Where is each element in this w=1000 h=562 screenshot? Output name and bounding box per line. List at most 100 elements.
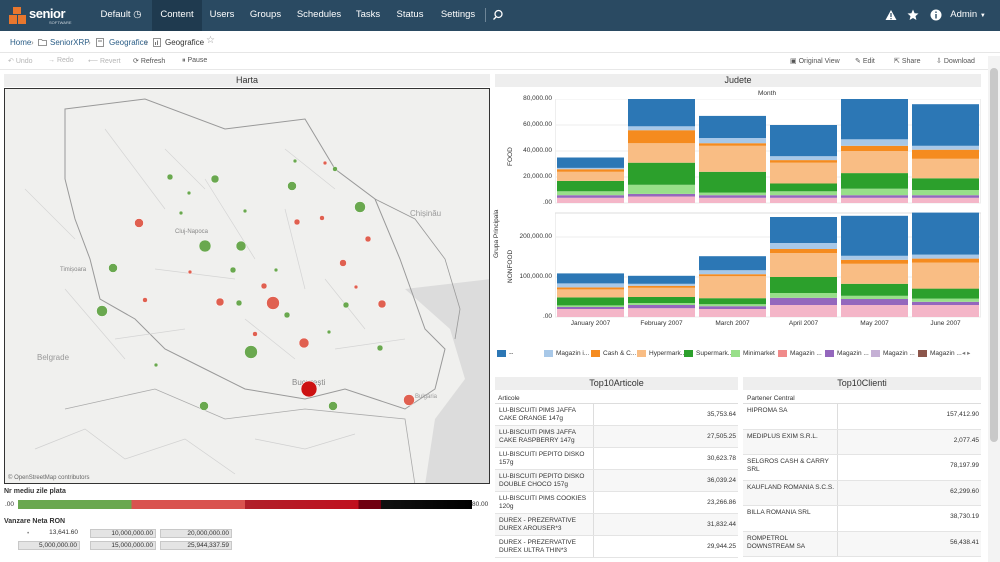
bar-segment[interactable] [770,293,837,298]
bar-segment[interactable] [628,308,695,317]
original-view-button[interactable]: ▣ Original View [790,58,840,65]
bar-segment[interactable] [628,283,695,286]
download-button[interactable]: ⇩ Download [936,58,975,65]
bar-segment[interactable] [628,162,695,185]
nav-default[interactable]: Default ◷ [90,0,152,31]
bar-segment[interactable] [841,197,908,203]
bar-segment[interactable] [557,197,624,203]
bar-segment[interactable] [770,305,837,317]
bar-segment[interactable] [628,184,695,194]
bar-segment[interactable] [770,243,837,249]
bar-segment[interactable] [699,298,766,305]
table-row[interactable]: LU-BISCUITI PIMS JAFFA CAKE RASPBERRY 14… [495,426,738,448]
bar-segment[interactable] [699,197,766,203]
bar-segment[interactable] [557,169,624,172]
bar-segment[interactable] [557,195,624,198]
color-legend-bar[interactable] [18,500,472,509]
bar-segment[interactable] [699,195,766,198]
bar-segment[interactable] [770,160,837,163]
bar-segment[interactable] [557,305,624,307]
bar-segment[interactable] [628,143,695,163]
bar-segment[interactable] [841,188,908,196]
table-row[interactable]: LU-BISCUITI PEPITO DISKO DOUBLE CHOCO 15… [495,470,738,492]
table-row[interactable]: MEDIPLUS EXIM S.R.L. 2,077.45 [743,429,981,455]
stacked-bar-chart[interactable] [555,99,981,321]
refresh-button[interactable]: ⟳ Refresh [133,58,166,65]
bar-segment[interactable] [770,249,837,253]
bar-segment[interactable] [770,217,837,243]
bar-segment[interactable] [912,212,979,255]
bar-segment[interactable] [912,145,979,150]
bar-segment[interactable] [557,167,624,170]
legend-label[interactable]: Magazin ... [930,350,962,357]
bar-segment[interactable] [699,306,766,309]
bar-segment[interactable] [628,126,695,131]
bar-segment[interactable] [841,145,908,151]
bar-segment[interactable] [770,277,837,293]
breadcrumb-geografice-workbook[interactable]: Geografice [109,38,149,47]
bar-segment[interactable] [912,254,979,259]
legend-label[interactable]: Cash & C... [603,350,637,357]
nav-status[interactable]: Status [396,9,424,20]
bar-segment[interactable] [912,197,979,203]
breadcrumb-seniorxrp[interactable]: SeniorXRP [50,38,90,47]
bar-segment[interactable] [841,283,908,296]
legend-scroll-arrows[interactable]: ◂ ▸ [962,350,971,357]
breadcrumb-home[interactable]: Home [10,38,32,47]
bar-segment[interactable] [628,287,695,297]
bar-segment[interactable] [770,197,837,203]
bar-segment[interactable] [841,195,908,198]
bar-segment[interactable] [841,305,908,317]
bar-segment[interactable] [628,130,695,144]
bar-segment[interactable] [699,171,766,193]
bar-segment[interactable] [628,99,695,127]
bar-segment[interactable] [699,270,766,275]
bar-segment[interactable] [770,156,837,161]
nav-content[interactable]: Content [152,0,202,31]
table-row[interactable]: DUREX - PREZERVATIVE DUREX ULTRA THIN*3 2… [495,536,738,558]
bar-segment[interactable] [628,285,695,288]
bar-segment[interactable] [841,173,908,189]
bar-segment[interactable] [699,256,766,271]
table-row[interactable]: DUREX - PREZERVATIVE DUREX AROUSER*3 31,8… [495,514,738,536]
bar-segment[interactable] [557,273,624,284]
bar-segment[interactable] [628,193,695,197]
bar-segment[interactable] [841,215,908,256]
bar-segment[interactable] [912,258,979,263]
bar-segment[interactable] [557,180,624,192]
nav-schedules[interactable]: Schedules [296,9,342,20]
bar-segment[interactable] [699,274,766,277]
bar-segment[interactable] [557,289,624,298]
bar-segment[interactable] [912,262,979,289]
bar-segment[interactable] [699,145,766,172]
nav-users[interactable]: Users [209,9,235,20]
bar-segment[interactable] [841,99,908,140]
bar-segment[interactable] [557,191,624,196]
bar-segment[interactable] [912,195,979,198]
revert-button[interactable]: ⟵ Revert [88,58,121,65]
legend-label[interactable]: -- [509,350,514,357]
legend-label[interactable]: Supermark... [696,350,734,357]
bar-segment[interactable] [628,305,695,309]
table-row[interactable]: SELGROS CASH & CARRY SRL 78,197.99 [743,455,981,481]
bar-segment[interactable] [841,255,908,260]
bar-segment[interactable] [912,158,979,179]
bar-segment[interactable] [770,297,837,305]
bar-segment[interactable] [841,151,908,174]
bar-segment[interactable] [557,283,624,288]
bar-segment[interactable] [770,195,837,198]
alert-icon[interactable] [885,9,897,21]
nav-tasks[interactable]: Tasks [355,9,381,20]
undo-button[interactable]: ↶ Undo [8,58,33,65]
redo-button[interactable]: → Redo [48,57,74,64]
bar-segment[interactable] [699,138,766,144]
bar-segment[interactable] [770,125,837,157]
bar-segment[interactable] [841,139,908,146]
bar-segment[interactable] [557,297,624,306]
bar-segment[interactable] [628,303,695,305]
table-row[interactable]: KAUFLAND ROMANIA S.C.S. 62,299.60 [743,480,981,506]
table-row[interactable]: ROMPETROL DOWNSTREAM SA 56,438.41 [743,531,981,557]
bar-segment[interactable] [770,183,837,192]
legend-label[interactable]: Magazin i... [556,350,590,357]
bar-segment[interactable] [628,297,695,303]
